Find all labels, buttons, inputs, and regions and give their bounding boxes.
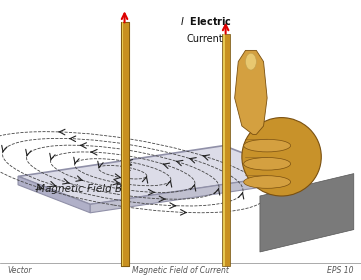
Polygon shape bbox=[90, 174, 296, 213]
Ellipse shape bbox=[242, 118, 321, 196]
Text: Current: Current bbox=[186, 34, 223, 44]
Polygon shape bbox=[121, 22, 123, 266]
Polygon shape bbox=[18, 176, 90, 213]
Polygon shape bbox=[121, 22, 129, 266]
Polygon shape bbox=[235, 50, 267, 134]
Ellipse shape bbox=[245, 53, 256, 70]
Text: Vector: Vector bbox=[7, 266, 32, 275]
Polygon shape bbox=[18, 146, 296, 204]
Ellipse shape bbox=[244, 176, 291, 188]
Polygon shape bbox=[260, 174, 354, 252]
Polygon shape bbox=[126, 22, 129, 266]
Text: $I$  Electric: $I$ Electric bbox=[180, 15, 232, 27]
Ellipse shape bbox=[244, 157, 291, 170]
Ellipse shape bbox=[244, 139, 291, 152]
Polygon shape bbox=[122, 22, 123, 266]
Text: EPS 10: EPS 10 bbox=[327, 266, 354, 275]
Text: Magnetic Field B: Magnetic Field B bbox=[36, 184, 122, 194]
Text: Magnetic Field of Current: Magnetic Field of Current bbox=[132, 266, 229, 275]
Polygon shape bbox=[222, 34, 230, 266]
Polygon shape bbox=[123, 22, 126, 266]
Polygon shape bbox=[223, 34, 225, 266]
